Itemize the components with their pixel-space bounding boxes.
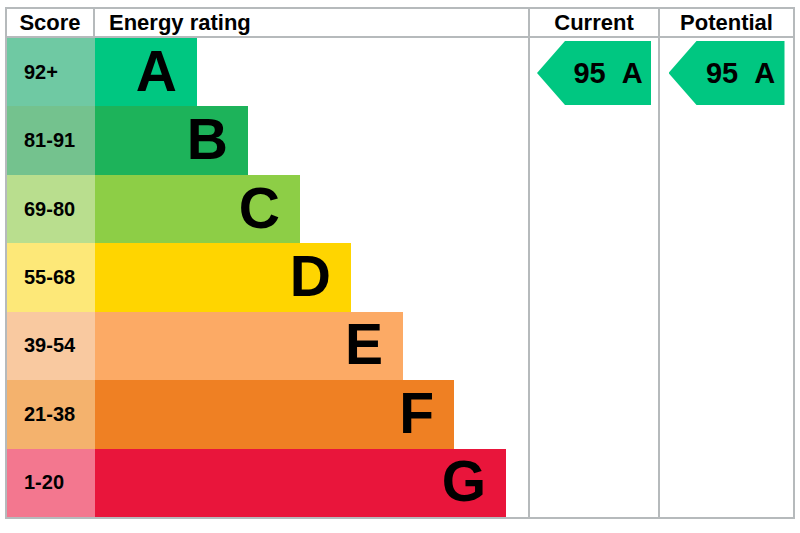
band-bar-b: B [95, 106, 248, 174]
band-row-b: 81-91 B [7, 106, 528, 174]
band-letter: D [290, 248, 331, 305]
score-range-label: 1-20 [7, 449, 95, 517]
epc-rating-chart: Score Energy rating 92+ A 81-91 B 69-80 … [5, 7, 795, 519]
potential-rating-arrow: 95 A [669, 41, 785, 105]
energy-rating-table: Score Energy rating 92+ A 81-91 B 69-80 … [5, 7, 528, 519]
band-letter: C [239, 180, 280, 237]
band-row-g: 1-20 G [7, 449, 528, 517]
potential-rating-column: Potential 95 A [658, 7, 795, 519]
band-letter: E [345, 316, 383, 373]
energy-rating-column-header: Energy rating [95, 9, 251, 36]
current-rating-value: 95 A [573, 57, 642, 90]
current-rating-arrow: 95 A [537, 41, 651, 105]
band-row-f: 21-38 F [7, 380, 528, 448]
band-row-a: 92+ A [7, 38, 528, 106]
score-range-label: 21-38 [7, 380, 95, 448]
band-row-e: 39-54 E [7, 312, 528, 380]
band-letter: A [136, 43, 177, 100]
band-bar-d: D [95, 243, 351, 311]
potential-rating-value: 95 A [706, 57, 775, 90]
score-column-header: Score [7, 9, 95, 36]
current-column-body: 95 A [530, 38, 658, 517]
band-rows: 92+ A 81-91 B 69-80 C 55-68 [7, 38, 528, 517]
band-bar-e: E [95, 312, 403, 380]
band-bar-a: A [95, 38, 197, 106]
current-rating-column: Current 95 A [528, 7, 658, 519]
potential-column-header: Potential [660, 9, 793, 38]
potential-column-body: 95 A [660, 38, 793, 517]
band-letter: B [187, 111, 228, 168]
current-column-header: Current [530, 9, 658, 38]
table-header-row: Score Energy rating [7, 9, 528, 38]
band-bar-c: C [95, 175, 300, 243]
band-letter: G [442, 453, 486, 510]
score-range-label: 69-80 [7, 175, 95, 243]
band-letter: F [399, 385, 434, 442]
score-range-label: 55-68 [7, 243, 95, 311]
score-range-label: 39-54 [7, 312, 95, 380]
band-row-c: 69-80 C [7, 175, 528, 243]
band-row-d: 55-68 D [7, 243, 528, 311]
score-range-label: 81-91 [7, 106, 95, 174]
band-bar-g: G [95, 449, 506, 517]
band-bar-f: F [95, 380, 454, 448]
score-range-label: 92+ [7, 38, 95, 106]
